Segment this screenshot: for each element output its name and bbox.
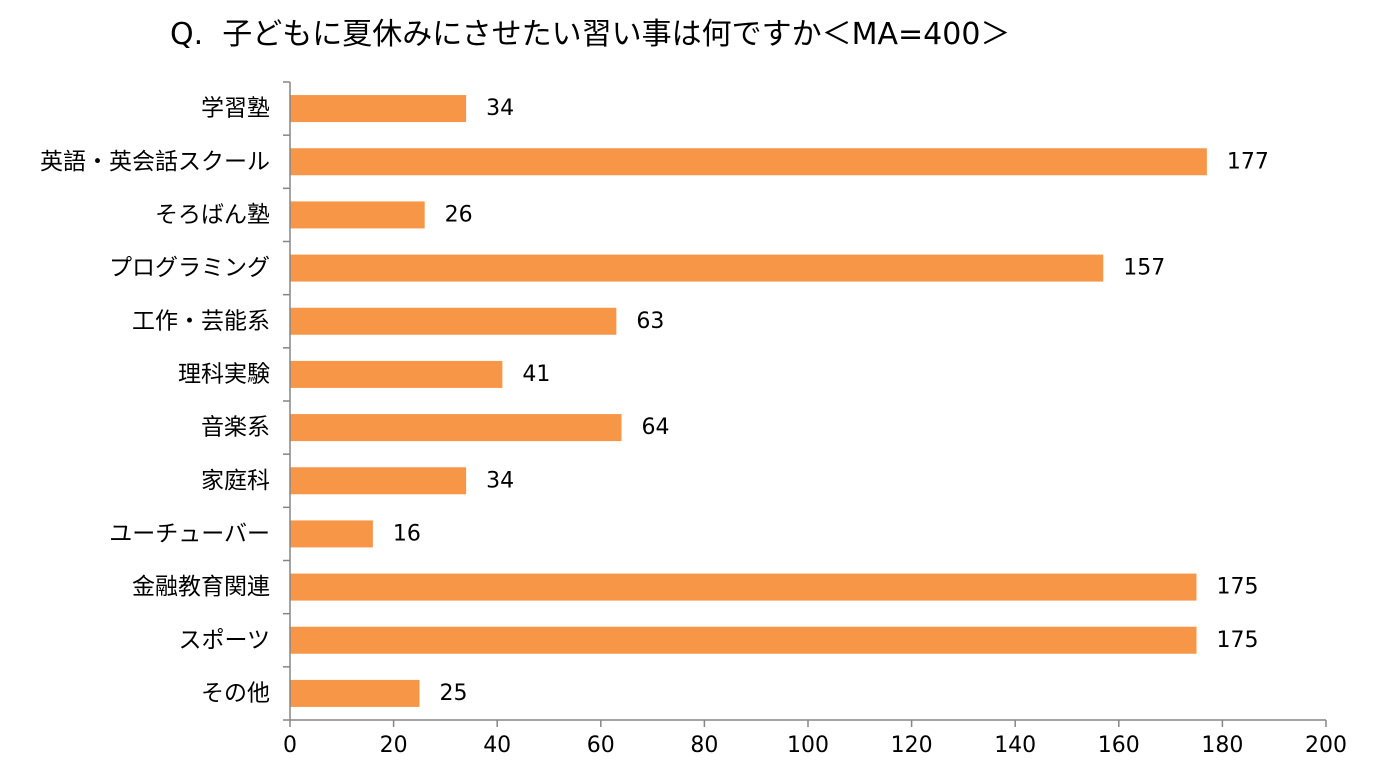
data-label: 25	[440, 681, 468, 706]
value-tick-label: 160	[1098, 733, 1140, 758]
bar	[290, 307, 617, 335]
category-label: プログラミング	[109, 255, 270, 281]
value-tick-label: 180	[1201, 733, 1243, 758]
bar	[290, 148, 1207, 176]
value-tick-label: 200	[1305, 733, 1347, 758]
chart-title: Q. 子どもに夏休みにさせたい習い事は何ですか＜MA=400＞	[170, 17, 1010, 52]
bar	[290, 573, 1197, 601]
bar	[290, 95, 467, 123]
value-tick-label: 60	[587, 733, 615, 758]
category-label: 学習塾	[201, 96, 270, 122]
category-label: そろばん塾	[155, 202, 270, 228]
bar	[290, 679, 420, 707]
value-tick-label: 140	[994, 733, 1036, 758]
value-tick-label: 0	[283, 733, 297, 758]
bar	[290, 467, 467, 495]
bar	[290, 520, 373, 548]
category-label: 理科実験	[178, 361, 270, 387]
category-label: 工作・芸能系	[132, 308, 270, 334]
data-label: 16	[393, 521, 421, 546]
data-label: 63	[636, 309, 664, 334]
value-tick-label: 20	[380, 733, 408, 758]
data-label: 41	[522, 362, 550, 387]
value-tick-label: 40	[483, 733, 511, 758]
category-label: 家庭科	[201, 468, 270, 494]
category-label: 英語・英会話スクール	[40, 149, 270, 175]
category-label: 音楽系	[201, 415, 270, 441]
bar	[290, 254, 1104, 282]
plot-area: 学習塾 34 英語・英会話スクール 177 そろばん塾 26 プログラミング 157 工作・芸能…	[40, 81, 1347, 758]
bar	[290, 201, 425, 229]
data-label: 175	[1217, 628, 1259, 653]
data-label: 34	[486, 96, 514, 121]
bar	[290, 360, 503, 388]
data-label: 64	[642, 415, 670, 440]
bar	[290, 626, 1197, 654]
category-label: ユーチューバー	[109, 521, 270, 547]
data-label: 34	[486, 468, 514, 493]
value-tick-label: 80	[690, 733, 718, 758]
bar	[290, 414, 622, 442]
data-label: 26	[445, 202, 473, 227]
value-tick-label: 120	[891, 733, 933, 758]
value-tick-label: 100	[787, 733, 829, 758]
category-label: 金融教育関連	[132, 574, 270, 600]
category-label: その他	[201, 680, 270, 706]
data-label: 157	[1123, 256, 1165, 281]
data-label: 175	[1217, 575, 1259, 600]
category-label: スポーツ	[178, 627, 270, 653]
data-label: 177	[1227, 149, 1269, 174]
